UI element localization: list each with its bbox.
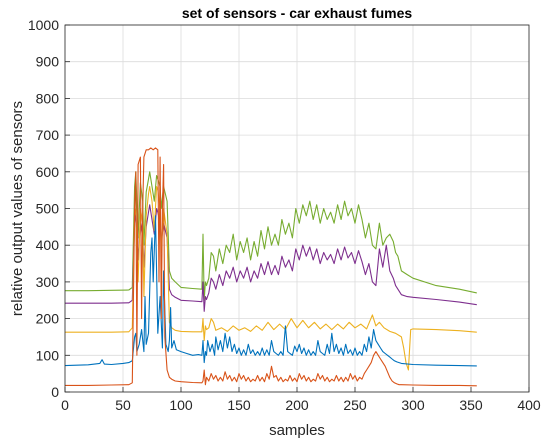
series-layer <box>64 147 477 387</box>
y-tick-label: 700 <box>36 127 60 143</box>
x-tick-label: 400 <box>517 397 541 413</box>
y-tick-label: 600 <box>36 164 60 180</box>
series-line-1 <box>65 171 477 301</box>
x-axis-ticks: 0 50 100 150 200 250 300 350 400 <box>61 387 541 413</box>
y-tick-label: 200 <box>36 311 60 327</box>
y-axis-label: relative output values of sensors <box>9 101 26 316</box>
y-tick-label: 1000 <box>28 17 59 33</box>
x-tick-label: 200 <box>285 397 309 413</box>
y-axis-ticks: 0 100 200 300 400 500 600 700 800 900 1000 <box>28 17 70 400</box>
chart-title: set of sensors - car exhaust fumes <box>182 5 413 21</box>
x-tick-label: 150 <box>227 397 251 413</box>
x-axis-label: samples <box>269 422 325 439</box>
y-tick-label: 0 <box>51 384 59 400</box>
x-tick-label: 300 <box>401 397 425 413</box>
x-tick-label: 100 <box>169 397 193 413</box>
series-line-5 <box>65 147 477 387</box>
y-tick-label: 400 <box>36 237 60 253</box>
x-tick-label: 50 <box>115 397 131 413</box>
series-line-3 <box>65 185 477 371</box>
x-tick-label: 0 <box>61 397 69 413</box>
y-tick-label: 900 <box>36 54 60 70</box>
series-line-4 <box>64 215 477 367</box>
grid-lines <box>64 24 530 393</box>
x-tick-label: 250 <box>343 397 367 413</box>
x-tick-label: 350 <box>459 397 483 413</box>
y-tick-label: 100 <box>36 347 60 363</box>
y-tick-label: 800 <box>36 90 60 106</box>
y-tick-label: 500 <box>36 201 60 217</box>
y-tick-label: 300 <box>36 274 60 290</box>
